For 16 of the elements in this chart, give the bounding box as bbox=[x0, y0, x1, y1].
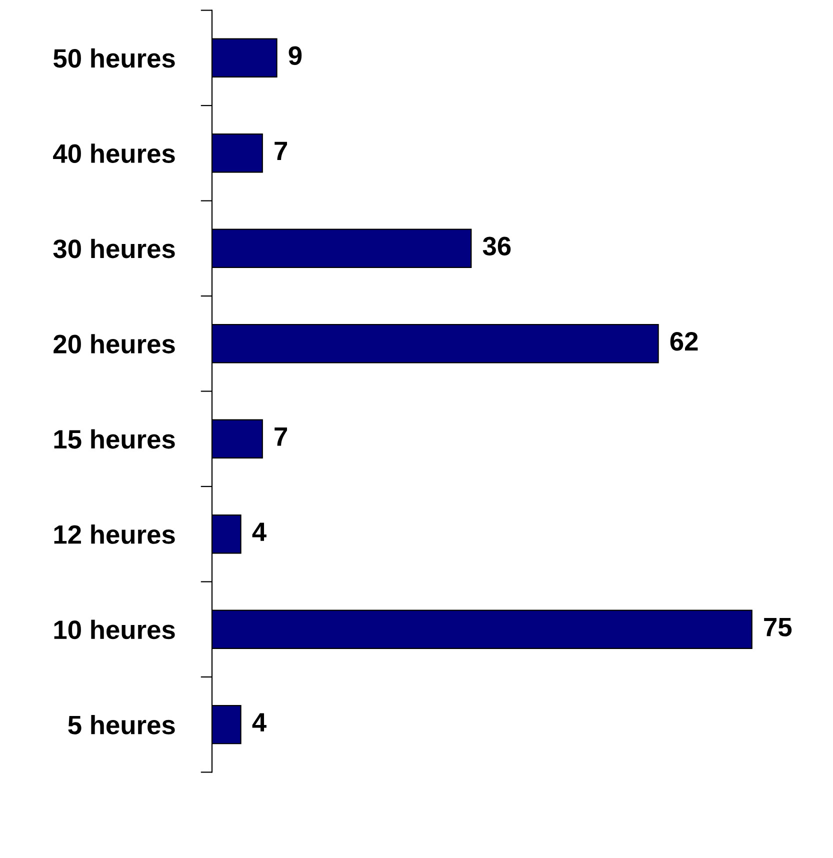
data-label: 36 bbox=[482, 236, 511, 256]
y-tick-label: 5 heures bbox=[68, 715, 175, 734]
y-tick-label: 30 heures bbox=[53, 238, 175, 258]
data-label: 4 bbox=[252, 713, 266, 732]
data-label: 62 bbox=[670, 332, 698, 351]
y-tick-label: 12 heures bbox=[54, 524, 175, 544]
data-label: 7 bbox=[274, 428, 288, 446]
data-label: 75 bbox=[764, 618, 792, 636]
data-label: 7 bbox=[274, 142, 288, 160]
data-label: 9 bbox=[288, 46, 302, 65]
data-label: 4 bbox=[252, 522, 266, 541]
y-tick-label: 20 heures bbox=[54, 334, 175, 354]
y-tick-label: 40 heures bbox=[53, 144, 175, 163]
y-tick-label: 15 heures bbox=[54, 429, 175, 449]
y-tick-label: 50 heures bbox=[53, 48, 175, 68]
y-tick-label: 10 heures bbox=[54, 620, 175, 640]
